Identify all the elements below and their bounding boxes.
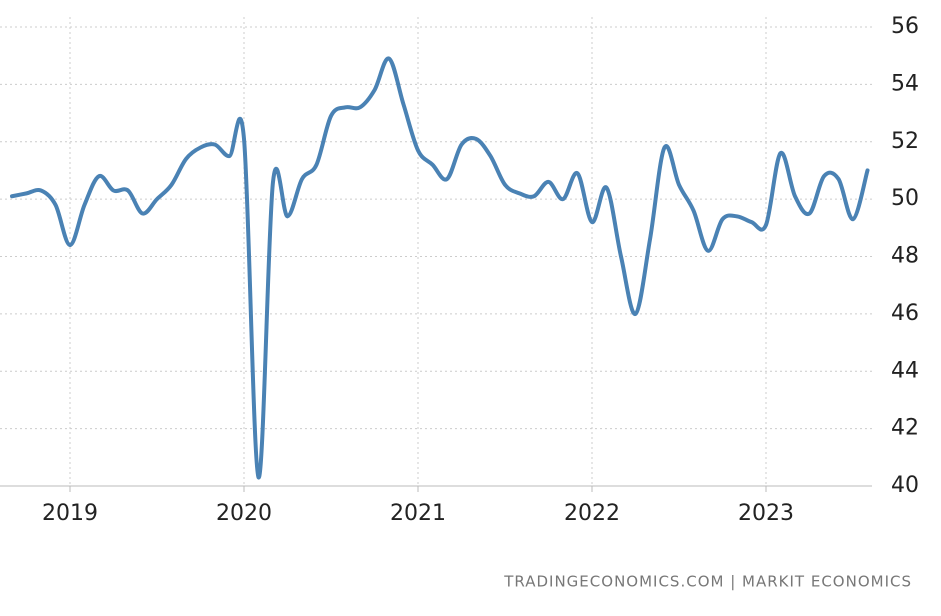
- y-tick-label: 40: [891, 473, 919, 498]
- y-tick-label: 48: [891, 244, 919, 269]
- y-tick-label: 56: [891, 14, 919, 39]
- y-tick-label: 52: [891, 129, 919, 154]
- source-label: TRADINGECONOMICS.COM | MARKIT ECONOMICS: [503, 573, 912, 591]
- x-tick-label: 2019: [42, 501, 98, 526]
- y-tick-label: 46: [891, 301, 919, 326]
- x-tick-label: 2021: [390, 501, 446, 526]
- y-tick-label: 42: [891, 416, 919, 441]
- y-tick-label: 44: [891, 358, 919, 383]
- x-tick-label: 2020: [216, 501, 272, 526]
- x-tick-label: 2022: [564, 501, 620, 526]
- y-tick-label: 50: [891, 186, 919, 211]
- y-tick-label: 54: [891, 71, 919, 96]
- x-tick-label: 2023: [738, 501, 794, 526]
- data-line: [10, 56, 870, 480]
